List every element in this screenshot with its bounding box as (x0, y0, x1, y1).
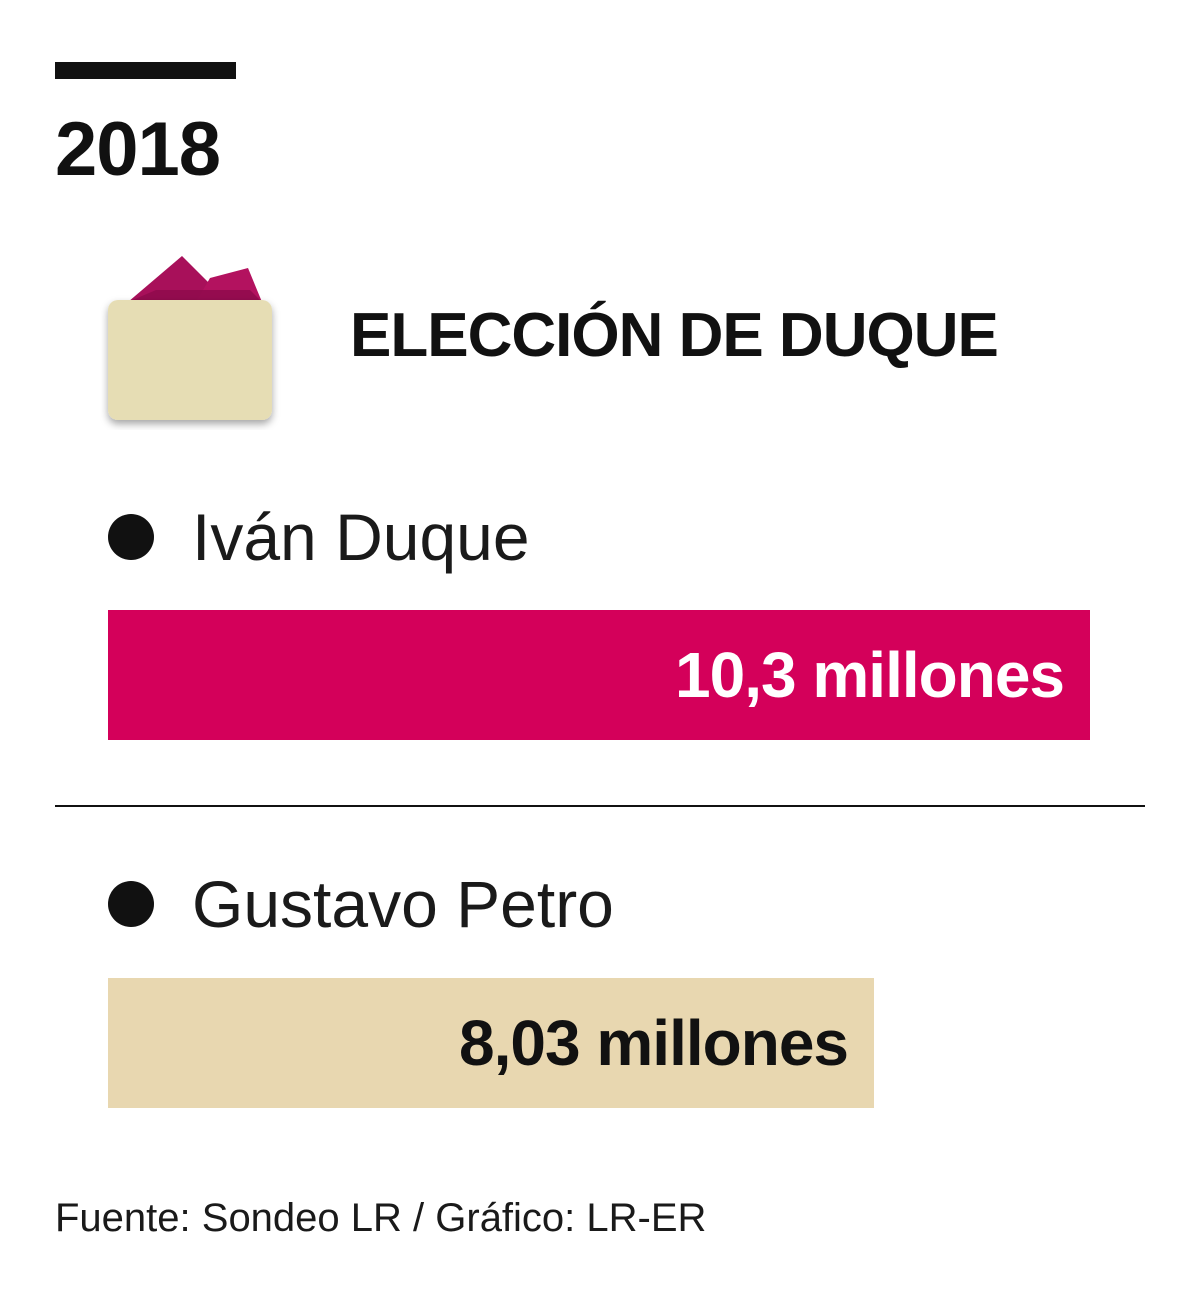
bar-label-duque: 10,3 millones (675, 639, 1065, 711)
legend-item-petro: Gustavo Petro (108, 869, 614, 939)
bar-petro: 8,03 millones (108, 978, 874, 1108)
candidate-name-duque: Iván Duque (192, 500, 530, 574)
ballot-box (108, 300, 272, 420)
bar-label-petro: 8,03 millones (459, 1007, 849, 1079)
bar-duque: 10,3 millones (108, 610, 1090, 740)
legend-dot-duque (108, 514, 154, 560)
source-note: Fuente: Sondeo LR / Gráfico: LR-ER (55, 1196, 707, 1240)
top-rule (55, 62, 236, 79)
year-heading: 2018 (55, 107, 221, 192)
candidate-name-petro: Gustavo Petro (192, 867, 614, 941)
divider (55, 805, 1145, 807)
legend-dot-petro (108, 881, 154, 927)
ballot-box-icon (108, 256, 272, 420)
legend-item-duque: Iván Duque (108, 502, 530, 572)
chart-title: ELECCIÓN DE DUQUE (350, 301, 999, 370)
